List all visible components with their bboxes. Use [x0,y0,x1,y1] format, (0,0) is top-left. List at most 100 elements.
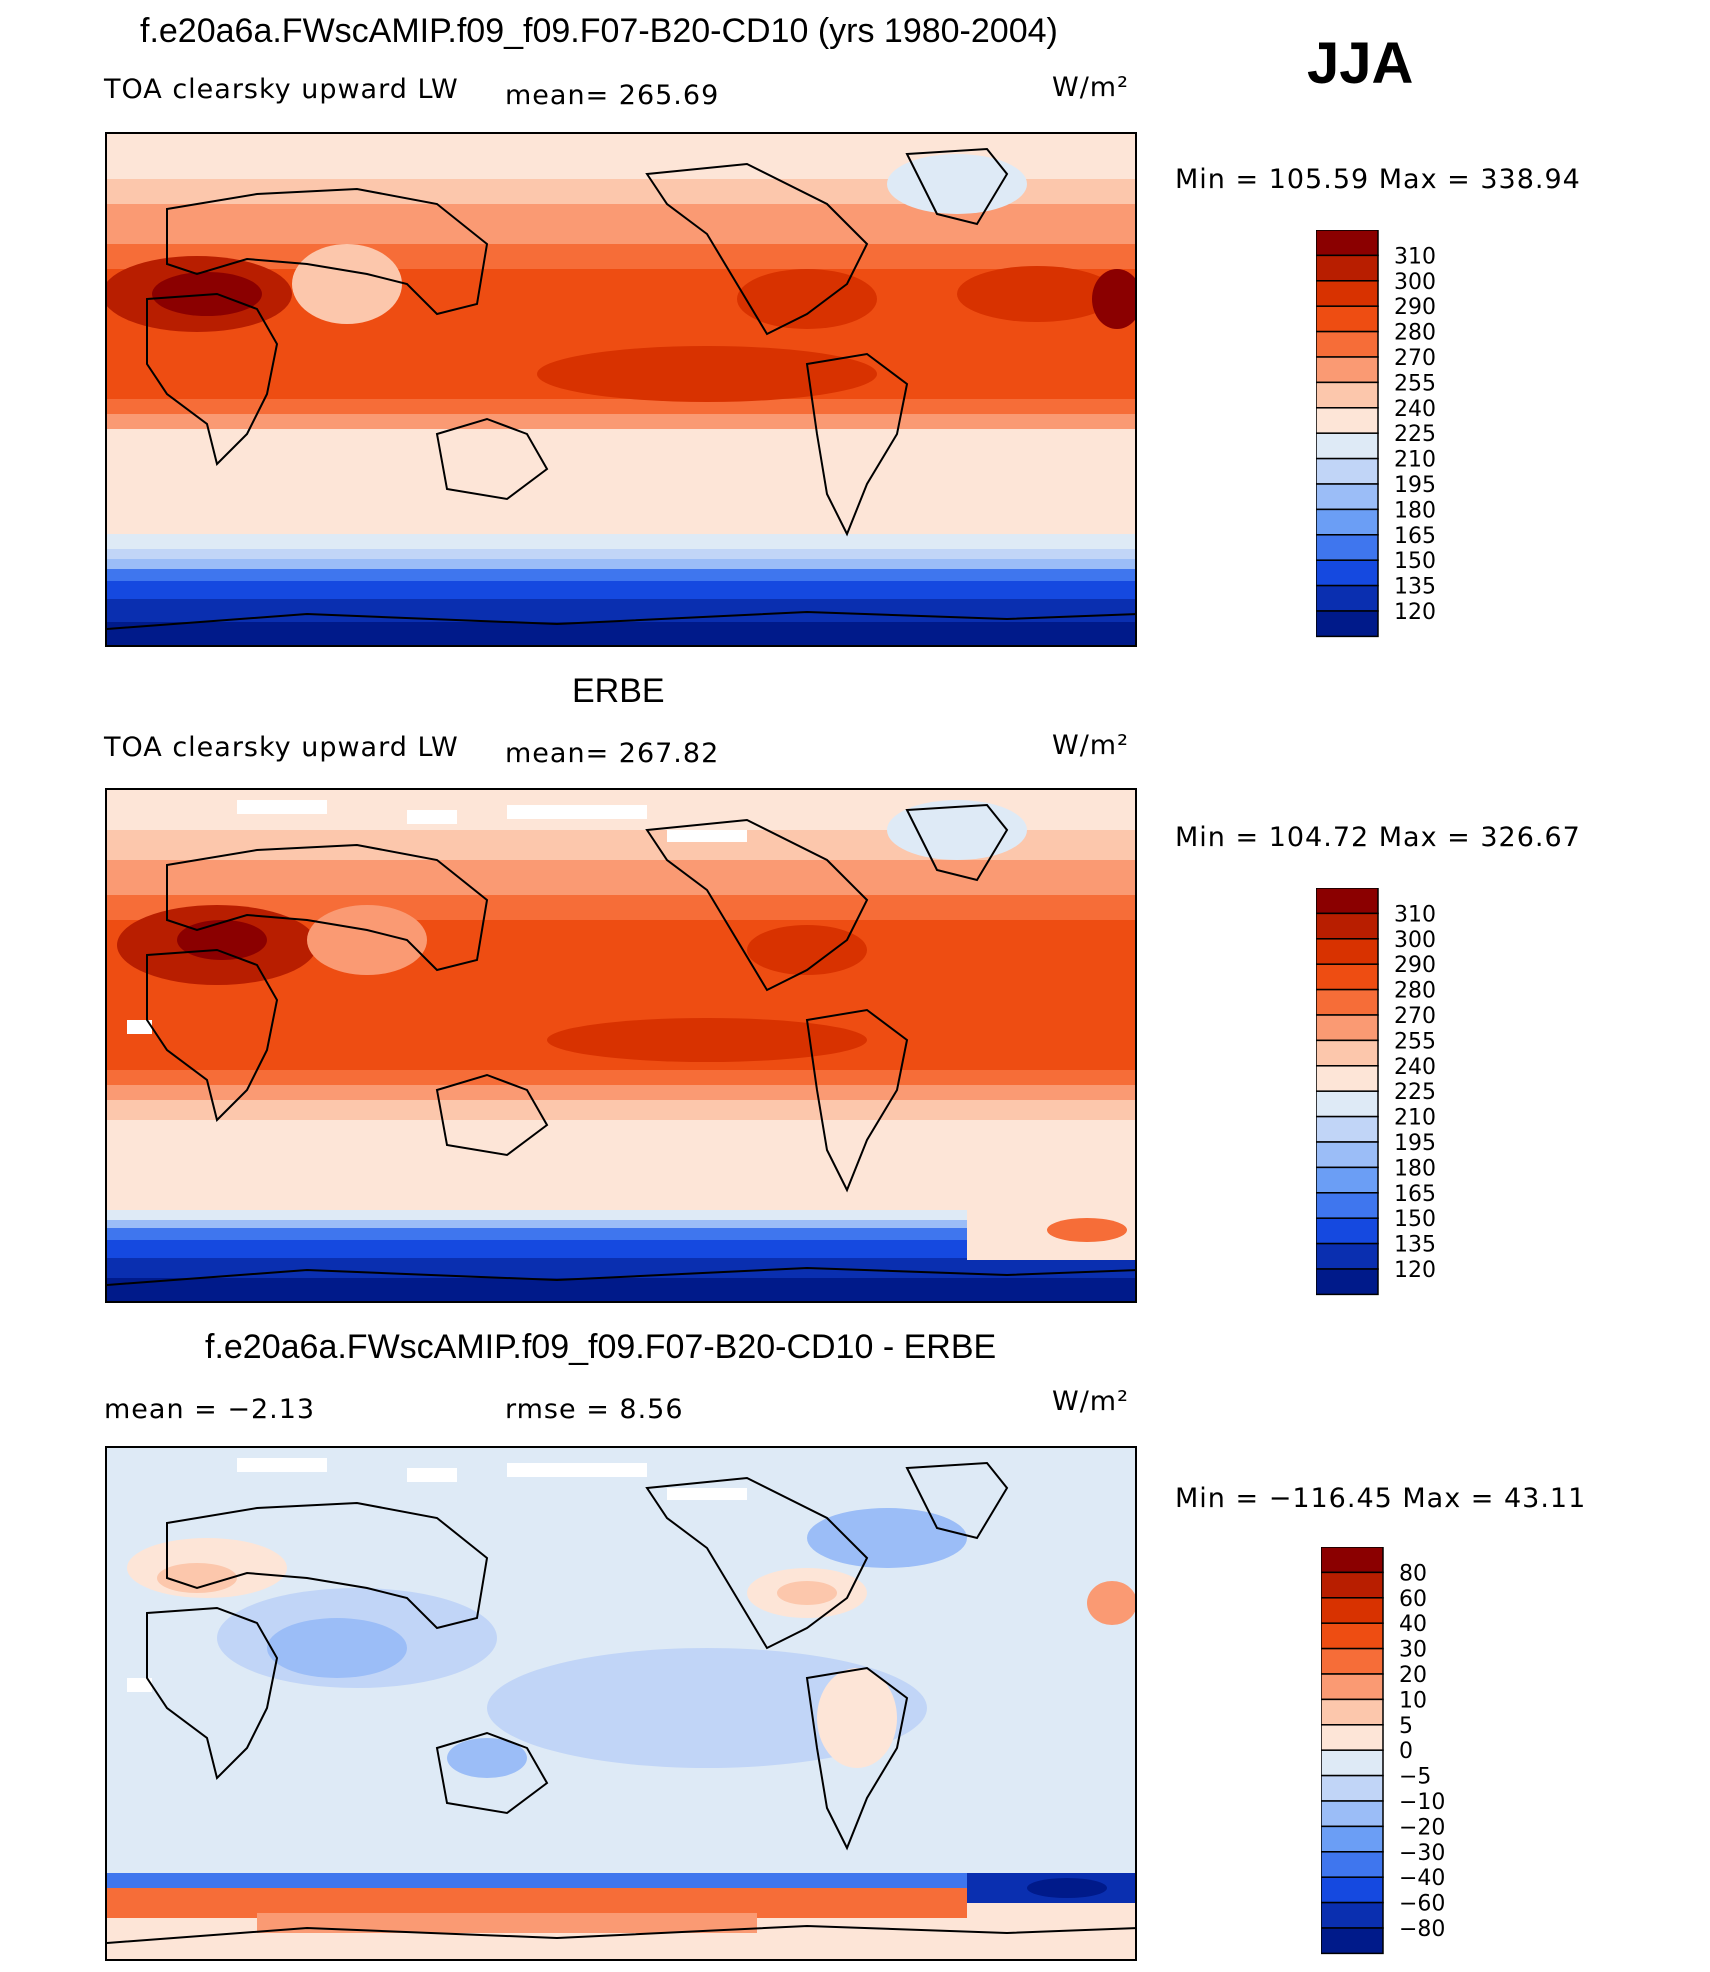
panel3-map [105,1446,1137,1961]
panel1-mean: mean= 265.69 [505,80,720,111]
panel2-colorbar-svg: 3103002902802702552402252101951801651501… [1315,887,1436,1296]
colorbar-swatch [1315,988,1379,1016]
colorbar-swatch [1315,1039,1379,1067]
colorbar-tick-label: 255 [1394,371,1436,396]
colorbar-swatch [1315,229,1379,257]
colorbar-swatch [1315,584,1379,612]
colorbar-tick-label: 270 [1394,346,1436,371]
colorbar-tick-label: 195 [1394,473,1436,498]
panel1-field [107,134,1135,645]
panel3-rmse: rmse = 8.56 [505,1394,684,1425]
colorbar-tick-label: 240 [1394,1055,1436,1080]
colorbar-tick-label: 210 [1394,1106,1436,1131]
colorbar-swatch [1315,534,1379,561]
panel2-mean: mean= 267.82 [505,738,720,769]
panel3-minmax: Min = −116.45 Max = 43.11 [1175,1483,1587,1514]
colorbar-swatch [1320,1647,1384,1675]
panel3-title: f.e20a6a.FWscAMIP.f09_f09.F07-B20-CD10 -… [205,1328,997,1366]
panel2-title: ERBE [572,672,665,710]
season-label: JJA [1307,31,1414,96]
colorbar-swatch [1315,963,1379,991]
colorbar-swatch [1315,938,1379,965]
panel2-colorbar: 310 300 290 280 270 255 240 225 210 195 180 165 150 1… [1315,887,1476,1313]
colorbar-tick-label: 270 [1394,1004,1436,1029]
colorbar-tick-label: 180 [1394,498,1436,523]
colorbar-tick-label: 60 [1399,1587,1427,1612]
colorbar-swatch [1320,1571,1384,1599]
panel1-units: W/m² [1052,72,1129,103]
colorbar-tick-label: 120 [1394,600,1436,625]
colorbar-swatch [1315,407,1379,434]
colorbar-tick-label: 195 [1394,1131,1436,1156]
colorbar-swatch [1320,1622,1384,1650]
colorbar-tick-label: −60 [1399,1892,1445,1917]
colorbar-swatch [1315,1192,1379,1219]
colorbar-swatch [1320,1876,1384,1904]
colorbar-swatch [1320,1774,1384,1802]
colorbar-tick-label: 80 [1399,1561,1427,1586]
colorbar-tick-label: 310 [1394,244,1436,269]
colorbar-swatch [1315,381,1379,409]
colorbar-swatch [1315,1268,1379,1296]
colorbar-swatch [1320,1749,1384,1777]
colorbar-tick-label: 10 [1399,1688,1427,1713]
colorbar-tick-label: −10 [1399,1790,1445,1815]
colorbar-swatch [1315,508,1379,536]
panel2-minmax: Min = 104.72 Max = 326.67 [1175,822,1581,853]
colorbar-swatch [1315,1166,1379,1194]
colorbar-swatch [1315,1242,1379,1270]
colorbar-swatch [1320,1546,1384,1574]
panel3-mean: mean = −2.13 [104,1394,316,1425]
colorbar-tick-label: −5 [1399,1765,1431,1790]
colorbar-tick-label: 225 [1394,422,1436,447]
colorbar-swatch [1320,1825,1384,1853]
colorbar-tick-label: 290 [1394,295,1436,320]
panel3-field [107,1448,1135,1959]
panel1-variable: TOA clearsky upward LW [104,74,459,105]
colorbar-tick-label: 30 [1399,1638,1427,1663]
colorbar-swatch [1315,254,1379,282]
panel1-map [105,132,1137,647]
panel1-minmax: Min = 105.59 Max = 338.94 [1175,164,1581,195]
panel2-units: W/m² [1052,730,1129,761]
colorbar-swatch [1315,1115,1379,1143]
colorbar-tick-label: 280 [1394,321,1436,346]
colorbar-tick-label: 300 [1394,270,1436,295]
colorbar-tick-label: −20 [1399,1815,1445,1840]
colorbar-tick-label: 165 [1394,1182,1436,1207]
panel2-variable: TOA clearsky upward LW [104,732,459,763]
colorbar-swatch [1315,1217,1379,1245]
colorbar-swatch [1315,432,1379,460]
colorbar-tick-label: 255 [1394,1029,1436,1054]
colorbar-tick-label: 240 [1394,397,1436,422]
colorbar-tick-label: 150 [1394,1207,1436,1232]
colorbar-swatch [1320,1673,1384,1701]
colorbar-tick-label: 300 [1394,928,1436,953]
colorbar-tick-label: −80 [1399,1917,1445,1942]
colorbar-tick-label: 150 [1394,549,1436,574]
colorbar-tick-label: 40 [1399,1612,1427,1637]
colorbar-swatch [1320,1597,1384,1624]
colorbar-swatch [1315,356,1379,384]
colorbar-swatch [1315,1065,1379,1092]
colorbar-tick-label: 280 [1394,979,1436,1004]
colorbar-swatch [1315,1141,1379,1169]
colorbar-swatch [1315,559,1379,587]
panel3-units: W/m² [1052,1386,1129,1417]
colorbar-tick-label: −40 [1399,1866,1445,1891]
colorbar-swatch [1320,1901,1384,1929]
colorbar-swatch [1320,1800,1384,1828]
colorbar-tick-label: 135 [1394,1233,1436,1258]
colorbar-tick-label: 165 [1394,524,1436,549]
panel1-colorbar-svg: 3103002902802702552402252101951801651501… [1315,229,1436,638]
panel1-colorbar: 310 300 290 280 270 255 240 225 210 195 180 165 150 1… [1315,229,1476,655]
colorbar-swatch [1315,912,1379,940]
colorbar-tick-label: 135 [1394,575,1436,600]
colorbar-tick-label: 225 [1394,1080,1436,1105]
colorbar-swatch [1320,1927,1384,1955]
colorbar-swatch [1315,483,1379,511]
colorbar-swatch [1315,280,1379,307]
colorbar-tick-label: 210 [1394,448,1436,473]
colorbar-swatch [1315,457,1379,485]
